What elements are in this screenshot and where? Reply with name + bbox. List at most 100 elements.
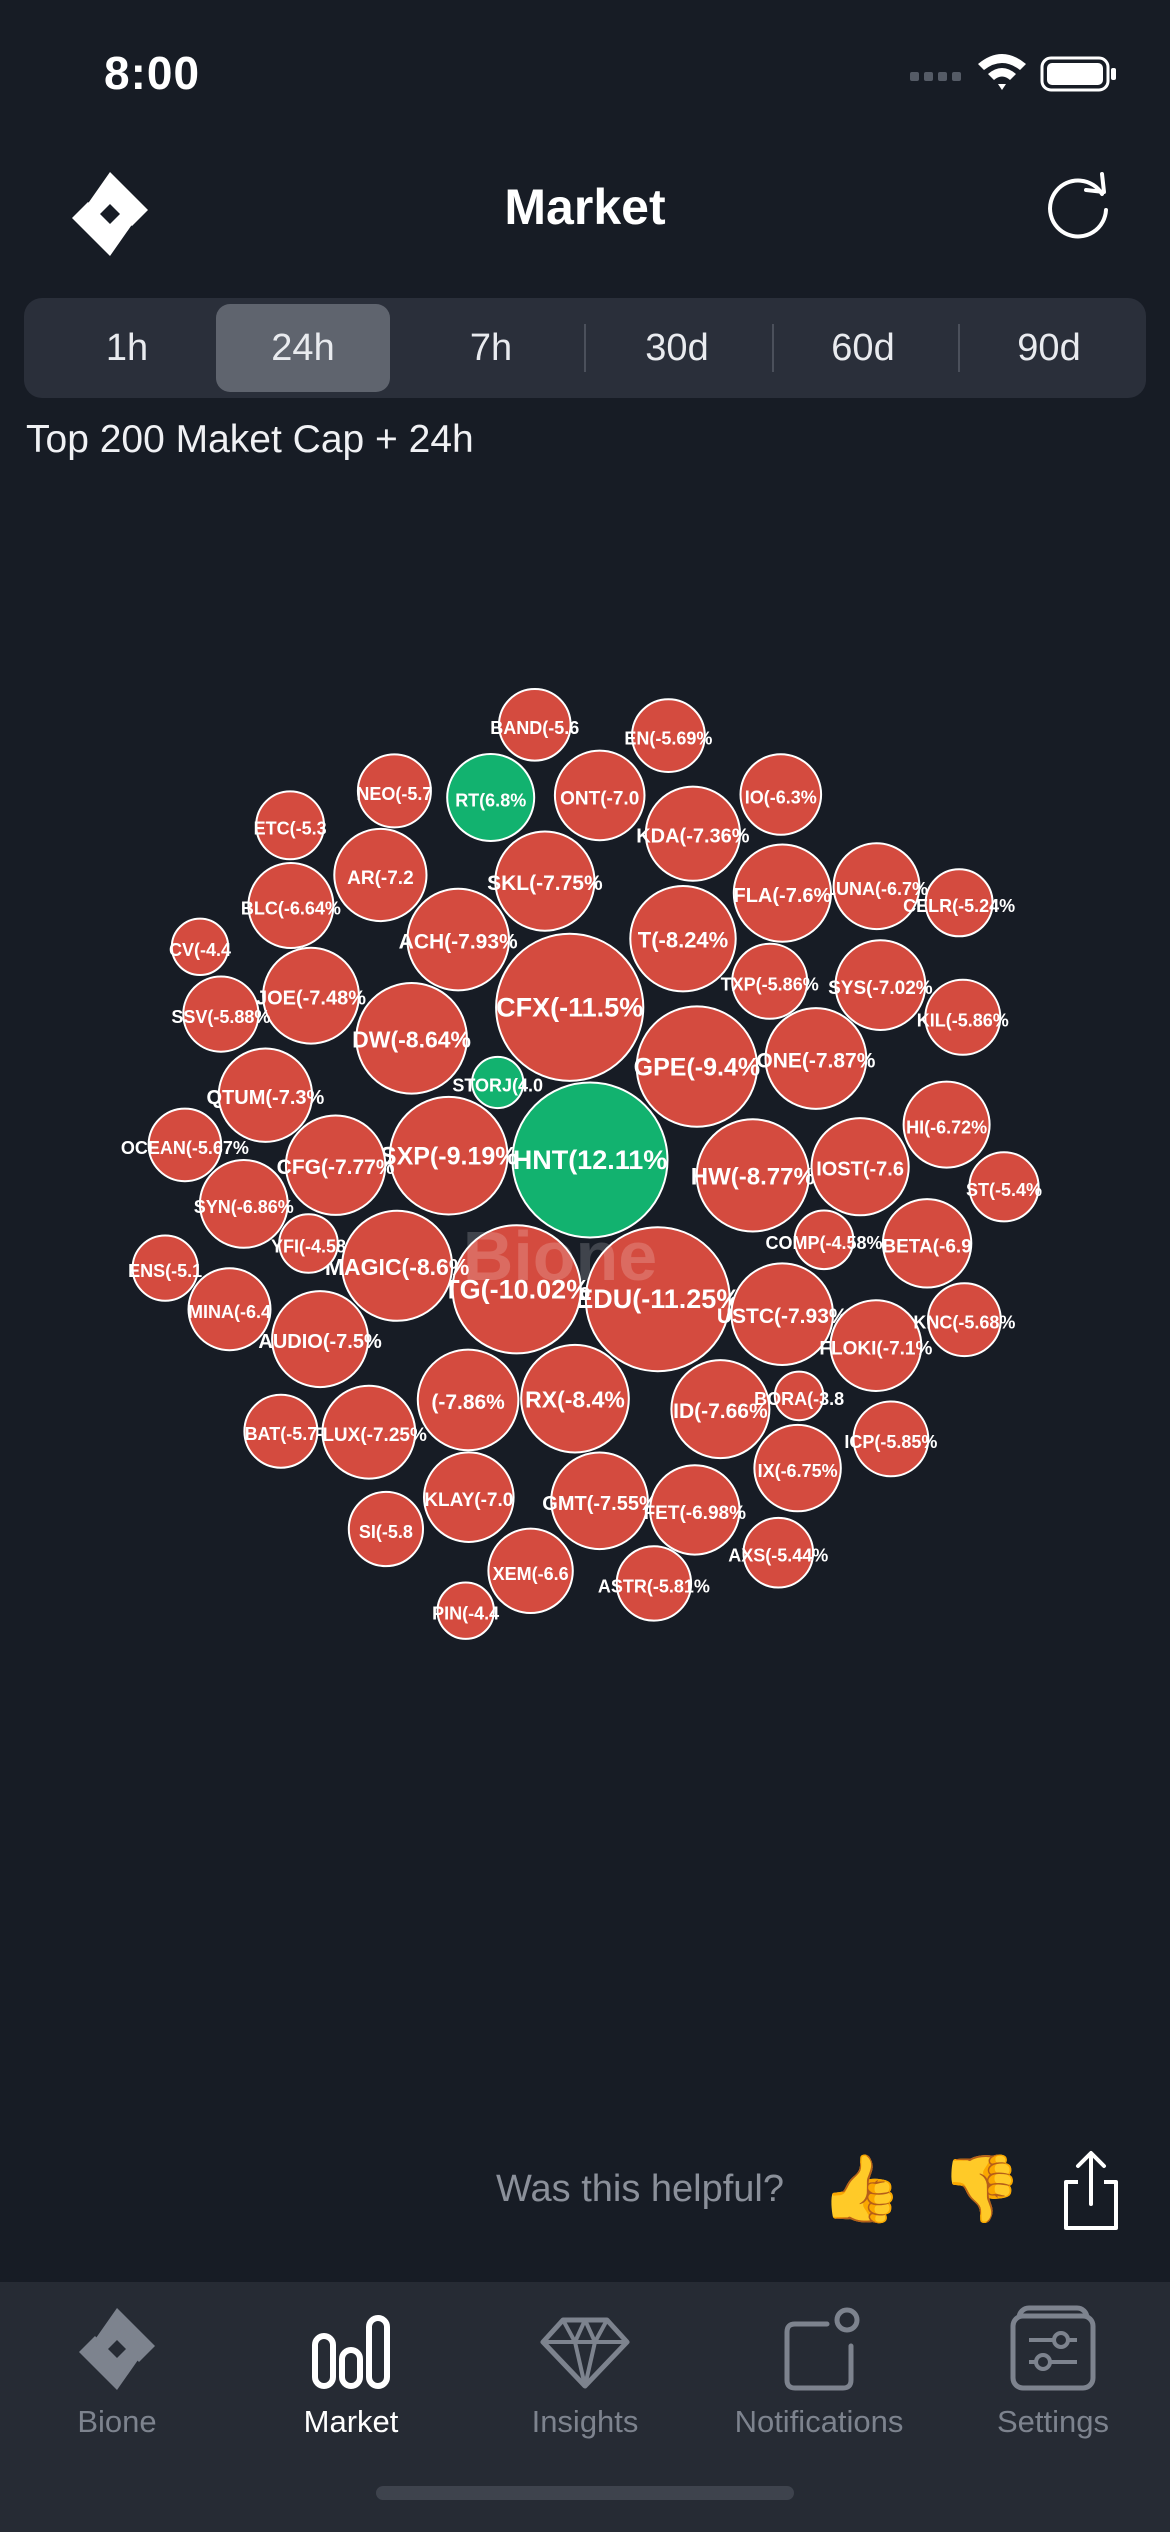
thumbs-down-icon[interactable]: 👎 [940,2151,1023,2225]
bubble[interactable]: FLOKI(-7.1% [819,1299,932,1392]
bubble[interactable]: GMT(-7.55% [542,1451,657,1551]
tab-settings[interactable]: Settings [936,2282,1170,2452]
bione-logo-icon[interactable] [64,168,156,260]
bubble[interactable]: HNT(12.11% [511,1081,669,1239]
bubble[interactable]: RX(-8.4% [520,1343,630,1454]
bubble-label: CV(-4.4 [169,940,231,960]
bubble[interactable]: FET(-6.98% [644,1464,747,1556]
bubble[interactable]: ONT(-7.0 [553,749,646,842]
tab-insights[interactable]: Insights [468,2282,702,2452]
tab-notifications[interactable]: Notifications [702,2282,936,2452]
bubble[interactable]: ETC(-5.3 [254,790,327,861]
bubble-circle [615,1545,693,1622]
bubble[interactable]: MINA(-6.4 [187,1267,272,1352]
bubble[interactable]: LUNA(-6.7% [825,842,928,931]
bubble-circle [436,1581,495,1640]
share-icon[interactable] [1058,2148,1124,2232]
bubble[interactable]: EDU(-11.25% [575,1226,740,1373]
bubble[interactable]: NEO(-5.7 [356,753,432,829]
refresh-icon[interactable] [1042,170,1118,246]
bubble[interactable]: IO(-6.3% [739,753,823,836]
bubble[interactable]: KLAY(-7.0 [423,1451,515,1543]
bubble[interactable]: TXP(-5.86% [721,942,819,1020]
bubble[interactable]: HI(-6.72% [902,1080,991,1169]
bubble[interactable]: GPE(-9.4% [634,1005,760,1128]
bubble[interactable]: FLA(-7.6% [732,843,833,943]
bione-logo-icon [79,2308,155,2390]
bubble[interactable]: FLUX(-7.25% [311,1384,427,1480]
bubble-label: FLUX(-7.25% [311,1425,427,1446]
bubble[interactable]: ONE(-7.87% [756,1007,876,1110]
bubble[interactable]: ASTR(-5.81% [598,1545,710,1622]
bubble[interactable]: SI(-5.8 [347,1490,424,1568]
bubble[interactable]: BLC(-6.64% [241,862,341,949]
bubble[interactable]: SSV(-5.88% [171,975,270,1053]
bubble[interactable]: ID(-7.66% [670,1359,771,1460]
bubble-circle [829,1299,923,1392]
bubble[interactable]: AXS(-5.44% [728,1516,828,1589]
bubble[interactable]: ENS(-5.1 [128,1234,202,1302]
bubble[interactable]: JOE(-7.48% [256,946,366,1045]
settings-icon [1010,2305,1096,2391]
bubble[interactable]: KDA(-7.36% [636,785,750,882]
bubble[interactable]: YFI(-4.58 [271,1213,346,1274]
timeframe-30d[interactable]: 30d [645,326,709,369]
timeframe-1h[interactable]: 1h [105,326,149,369]
bubble-circle [284,1114,387,1216]
bubble[interactable]: T(-8.24% [629,885,737,993]
bubble[interactable]: CV(-4.4 [169,917,231,976]
bubble[interactable]: SKL(-7.75% [487,830,603,932]
timeframe-7h[interactable]: 7h [469,326,513,369]
bubble[interactable]: AR(-7.2 [333,827,428,923]
timeframe-90d[interactable]: 90d [1017,326,1081,369]
bubble[interactable]: ACH(-7.93% [399,887,518,992]
bubble[interactable]: RT(6.8% [446,753,536,842]
bubble-circle [498,687,572,762]
thumbs-up-icon[interactable]: 👍 [820,2151,903,2225]
bubble[interactable]: ICP(-5.85% [844,1400,937,1478]
bubble[interactable]: KIL(-5.86% [917,978,1009,1056]
bubble[interactable]: TG(-10.02% [443,1224,590,1355]
bubble[interactable]: USTC(-7.93% [717,1262,848,1367]
bubble-label: ONE(-7.87% [756,1050,875,1073]
bubble[interactable]: EN(-5.69% [624,698,712,774]
bubble[interactable]: BAT(-5.7 [243,1393,319,1469]
bubble[interactable]: COMP(-4.58% [765,1209,883,1271]
bubble[interactable]: CELR(-5.24% [903,868,1015,938]
bubble[interactable]: CFG(-7.77% [277,1114,395,1216]
tab-bione[interactable]: Bione [0,2282,234,2452]
bubble[interactable]: DW(-8.64% [352,982,471,1095]
bubble[interactable]: IOST(-7.6 [810,1117,910,1217]
bubble[interactable]: HW(-8.77% [691,1118,815,1233]
bubble[interactable]: QTUM(-7.3% [207,1047,325,1143]
bubble[interactable]: AUDIO(-7.5% [258,1290,382,1389]
bubble[interactable]: CFX(-11.5% [495,932,645,1082]
bubble-label: XEM(-6.6 [493,1564,569,1584]
bubble[interactable]: STORJ(4.0 [452,1055,543,1110]
bubble-label: STORJ(4.0 [452,1076,543,1096]
bubble[interactable]: PIN(-4.4 [432,1581,499,1640]
bubble[interactable]: OCEAN(-5.67% [121,1107,249,1183]
tab-label: Settings [996,2404,1109,2439]
notification-icon [784,2307,860,2391]
bubble[interactable]: KNC(-5.68% [913,1282,1015,1358]
bubble[interactable]: SYN(-6.86% [194,1159,294,1249]
timeframe-24h[interactable]: 24h [216,304,390,392]
bubble[interactable]: BAND(-5.6 [490,687,579,762]
bubble[interactable]: MAGIC(-8.6% [325,1209,469,1322]
bubble[interactable]: IX(-6.75% [753,1423,842,1513]
feedback-row: Was this helpful? 👍 👎 [0,2140,1170,2240]
bubble[interactable]: SYS(-7.02% [828,939,933,1031]
bubble-circle [635,1005,759,1128]
bubble[interactable]: SXP(-9.19% [380,1095,518,1216]
bubble[interactable]: XEM(-6.6 [487,1527,574,1615]
status-bar: 8:00 [0,0,1170,140]
tab-market[interactable]: Market [234,2282,468,2452]
bubble[interactable]: ST(-5.4% [966,1151,1042,1223]
bubble[interactable]: BETA(-6.9 [881,1198,973,1289]
timeframe-60d[interactable]: 60d [831,326,895,369]
bubble[interactable]: BORA(-3.8 [754,1370,844,1422]
bubble-circle [356,753,432,829]
bubble[interactable]: (-7.86% [416,1348,520,1452]
bubble-circle [451,1224,582,1355]
